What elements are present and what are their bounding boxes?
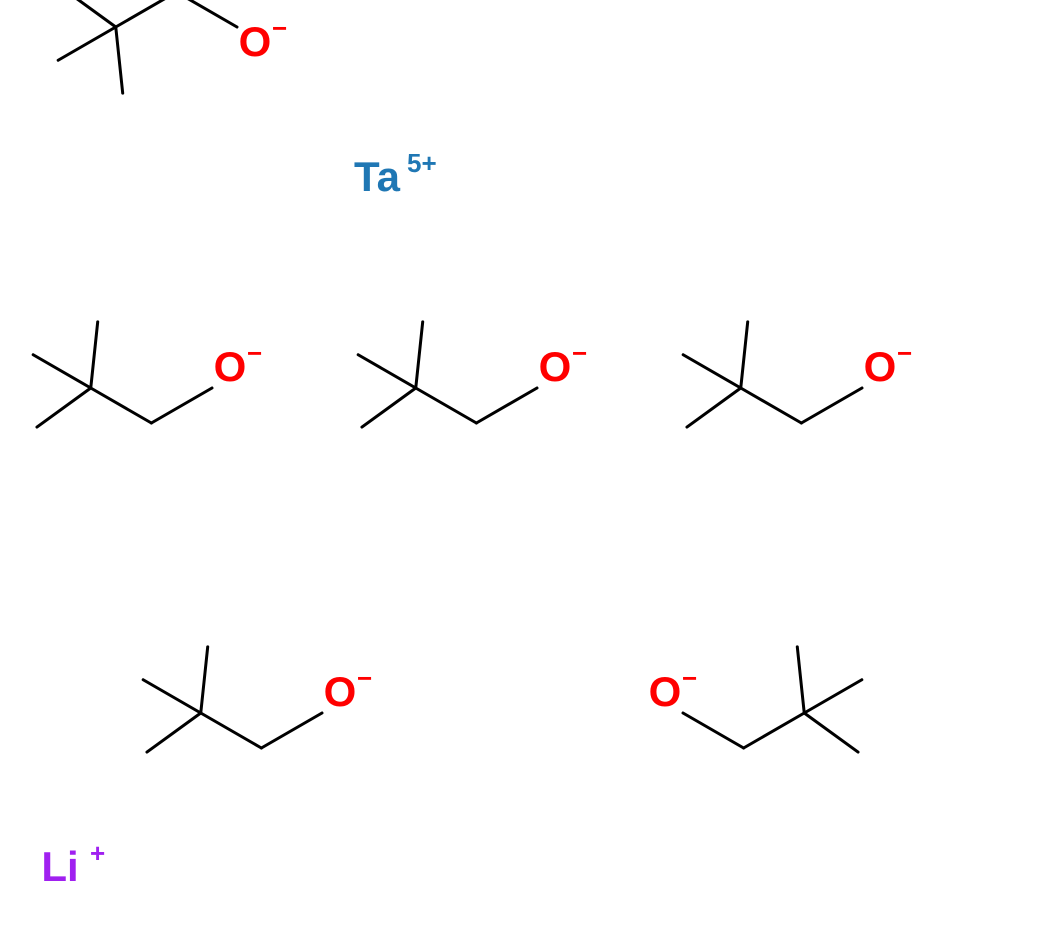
- bond: [201, 713, 262, 748]
- atom-Li: Li +: [41, 838, 105, 890]
- bond: [91, 388, 152, 423]
- bond: [683, 713, 744, 748]
- bond: [416, 388, 477, 423]
- atom-label: O: [239, 18, 272, 65]
- bond: [201, 647, 208, 713]
- atom-label: Li: [41, 843, 78, 890]
- atom-label: O: [539, 343, 572, 390]
- atom-charge: −: [272, 13, 287, 43]
- bond: [147, 713, 201, 752]
- bond: [261, 713, 322, 748]
- bond: [33, 355, 91, 388]
- bond: [683, 355, 741, 388]
- bond: [116, 27, 123, 93]
- bond: [797, 647, 804, 713]
- atom-label: O: [864, 343, 897, 390]
- atom-label: O: [214, 343, 247, 390]
- bond: [741, 388, 802, 423]
- chemical-diagram: O−Ta5+O−O−O−O−O−Li+: [0, 0, 1059, 928]
- bond: [416, 322, 423, 388]
- bond: [804, 680, 862, 713]
- atom-charge: +: [90, 838, 105, 868]
- bond: [801, 388, 862, 423]
- bond: [143, 680, 201, 713]
- atom-label: Ta: [354, 153, 401, 200]
- bond: [116, 0, 177, 27]
- atom-O4: O−: [864, 338, 913, 390]
- bond: [37, 388, 91, 427]
- atom-label: O: [649, 668, 682, 715]
- bond: [151, 388, 212, 423]
- atom-charge: −: [897, 338, 912, 368]
- bond: [476, 388, 537, 423]
- atom-O5: O−: [324, 663, 373, 715]
- atom-O1: O−: [239, 13, 288, 65]
- bond: [62, 0, 116, 27]
- atom-charge: −: [357, 663, 372, 693]
- atom-O2: O−: [214, 338, 263, 390]
- bond: [741, 322, 748, 388]
- bond: [687, 388, 741, 427]
- atom-charge: −: [682, 663, 697, 693]
- atom-Ta: Ta5+: [354, 148, 437, 200]
- bond: [176, 0, 237, 27]
- atom-label: O: [324, 668, 357, 715]
- bond: [362, 388, 416, 427]
- atom-charge: −: [247, 338, 262, 368]
- atom-charge: 5+: [407, 148, 437, 178]
- atom-charge: −: [572, 338, 587, 368]
- bond: [804, 713, 858, 752]
- bond: [358, 355, 416, 388]
- bond: [58, 27, 116, 60]
- atom-O3: O−: [539, 338, 588, 390]
- bond: [91, 322, 98, 388]
- bond: [744, 713, 805, 748]
- atom-O6: O−: [649, 663, 698, 715]
